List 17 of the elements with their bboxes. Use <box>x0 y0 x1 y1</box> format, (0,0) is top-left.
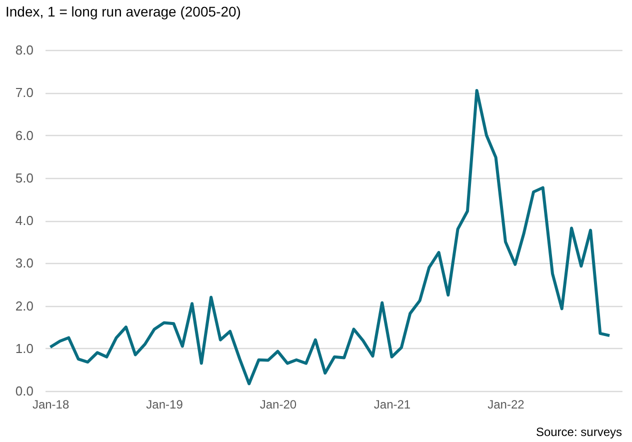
x-tick-label: Jan-20 <box>260 398 297 412</box>
y-tick-label: 5.0 <box>15 170 34 186</box>
y-tick-label: 6.0 <box>15 128 34 143</box>
x-tick-label: Jan-21 <box>374 398 411 412</box>
y-tick-label: 7.0 <box>15 85 34 100</box>
y-tick-label: 8.0 <box>15 42 34 58</box>
y-tick-label: 1.0 <box>15 340 34 356</box>
y-tick-label: 3.0 <box>15 256 34 271</box>
x-tick-label: Jan-22 <box>488 398 525 412</box>
y-tick-label: 4.0 <box>15 213 34 228</box>
line-series <box>48 88 612 386</box>
y-axis-title: Index, 1 = long run average (2005-20) <box>6 4 241 20</box>
x-tick-label: Jan-18 <box>32 398 70 412</box>
x-tick-label: Jan-19 <box>146 398 184 412</box>
source-note: Source: surveys <box>536 425 622 439</box>
y-tick-label: 0.0 <box>15 384 34 398</box>
y-tick-label: 2.0 <box>15 298 34 314</box>
